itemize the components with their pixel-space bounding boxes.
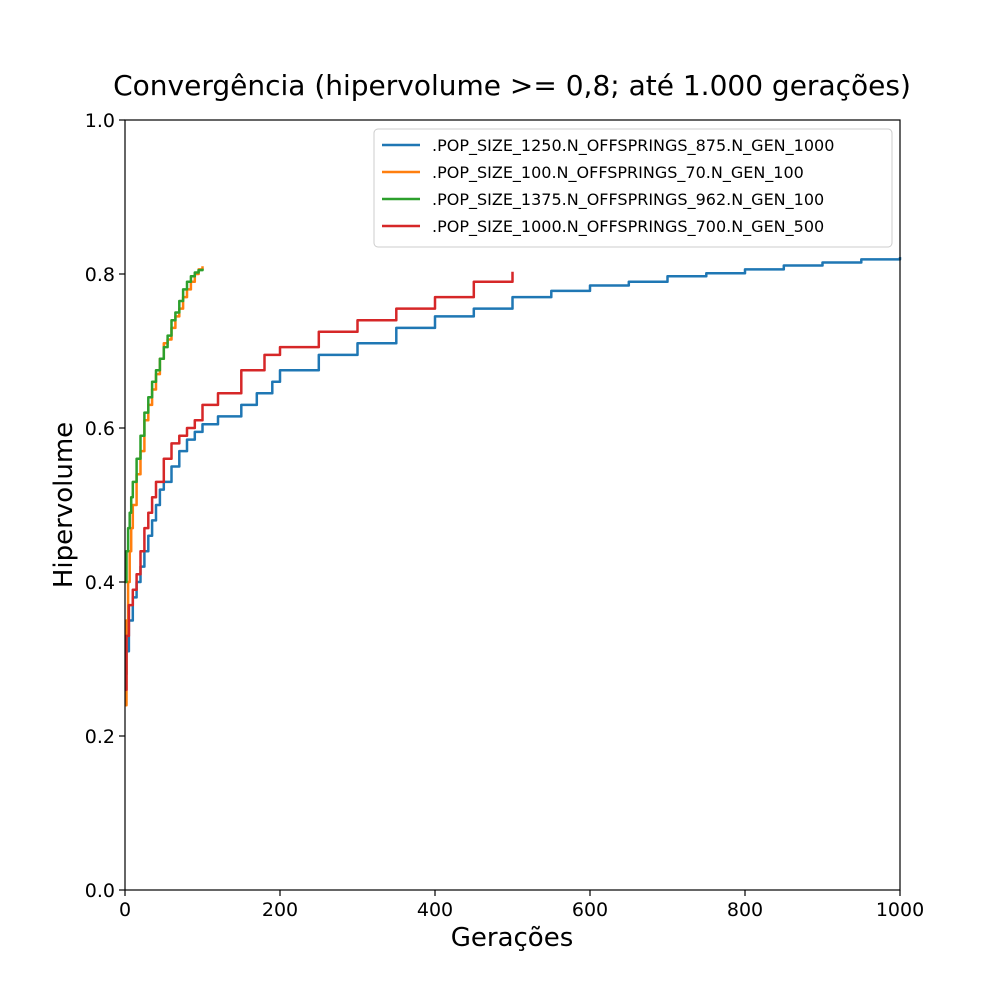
series-line-3 [125, 271, 514, 692]
y-axis: 0.0 0.2 0.4 0.6 0.8 1.0 [85, 110, 125, 902]
plot-frame [124, 119, 901, 891]
x-tick-label: 1000 [876, 899, 924, 921]
y-tick-label: 0.4 [85, 572, 115, 594]
x-axis-label: Gerações [451, 923, 574, 953]
y-tick-label: 0.0 [85, 880, 115, 902]
legend-box [373, 128, 893, 248]
chart-title: Convergência (hipervolume >= 0,8; até 1.… [113, 69, 911, 102]
x-tick-label: 0 [119, 899, 131, 921]
x-tick-label: 400 [417, 899, 453, 921]
x-tick-label: 600 [572, 899, 608, 921]
legend-label-1: .POP_SIZE_100.N_OFFSPRINGS_70.N_GEN_100 [432, 163, 804, 183]
series-line-1 [125, 266, 204, 707]
x-tick-label: 800 [727, 899, 763, 921]
y-axis-label: Hipervolume [49, 422, 79, 588]
y-tick-label: 0.2 [85, 726, 115, 748]
y-tick-label: 1.0 [85, 110, 115, 132]
series-layer [125, 257, 902, 707]
series-line-0 [125, 257, 902, 676]
legend-label-3: .POP_SIZE_1000.N_OFFSPRINGS_700.N_GEN_50… [432, 217, 824, 237]
legend-label-0: .POP_SIZE_1250.N_OFFSPRINGS_875.N_GEN_10… [432, 136, 834, 156]
x-axis: 0 200 400 600 800 1000 [119, 890, 924, 921]
legend: .POP_SIZE_1250.N_OFFSPRINGS_875.N_GEN_10… [373, 128, 893, 248]
legend-label-2: .POP_SIZE_1375.N_OFFSPRINGS_962.N_GEN_10… [432, 190, 824, 210]
x-tick-label: 200 [262, 899, 298, 921]
y-tick-label: 0.8 [85, 264, 115, 286]
y-tick-label: 0.6 [85, 418, 115, 440]
series-line-2 [125, 268, 204, 584]
plot-area [124, 119, 902, 891]
